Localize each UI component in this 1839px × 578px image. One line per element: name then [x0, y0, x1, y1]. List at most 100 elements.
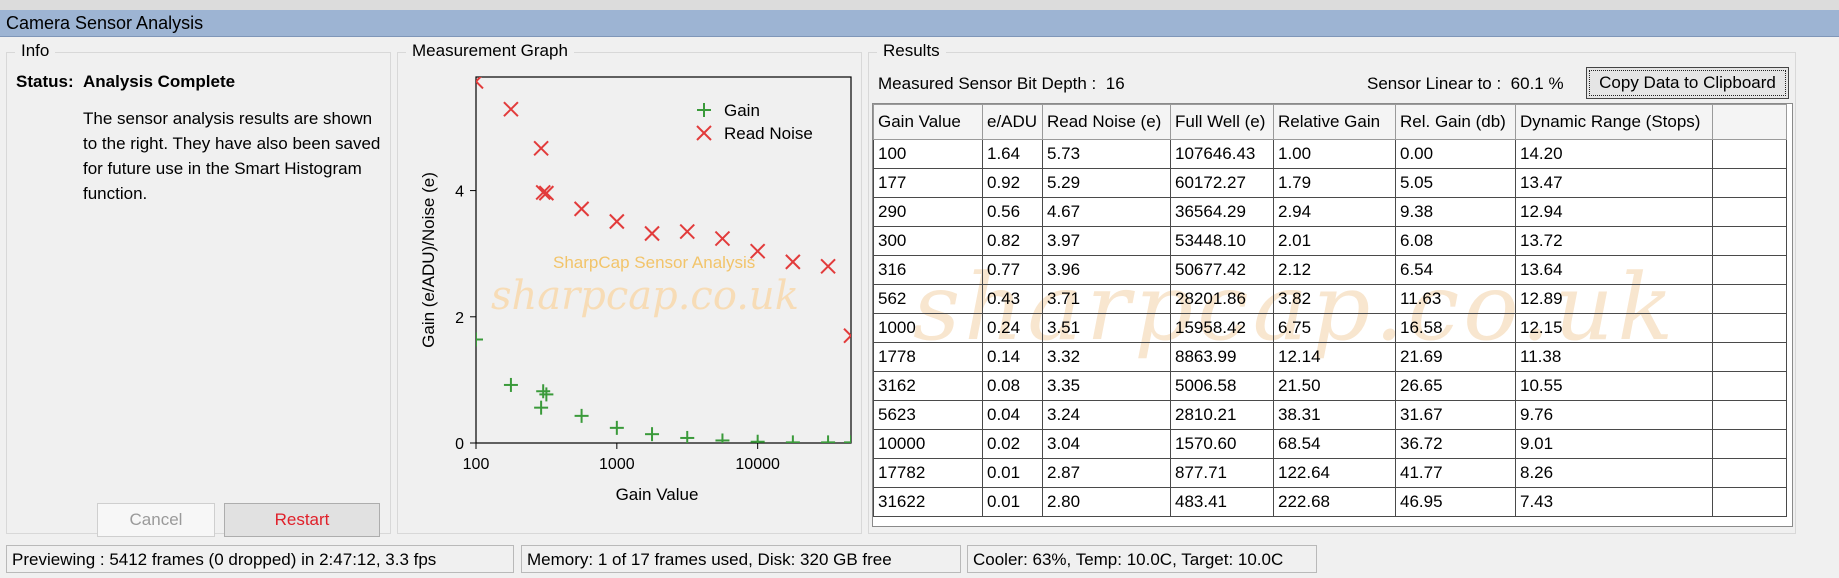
table-cell-filler [1712, 342, 1787, 372]
table-row[interactable]: 300 0.82 3.97 53448.10 2.01 6.08 13.72 [873, 226, 1787, 256]
table-cell: 0.92 [982, 168, 1043, 198]
title-bar: Camera Sensor Analysis [0, 10, 1839, 37]
table-cell: 1570.60 [1170, 429, 1274, 459]
gain-point [821, 435, 836, 443]
table-cell: 0.08 [982, 371, 1043, 401]
read-noise-point [533, 140, 549, 157]
table-cell: 10.55 [1515, 371, 1713, 401]
column-header[interactable]: Gain Value [873, 104, 983, 140]
table-row[interactable]: 31622 0.01 2.80 483.41 222.68 46.95 7.43 [873, 487, 1787, 517]
gain-point [750, 434, 765, 443]
table-cell: 0.01 [982, 487, 1043, 517]
table-cell: 11.38 [1515, 342, 1713, 372]
bit-depth-label: Measured Sensor Bit Depth : [878, 74, 1097, 93]
table-cell: 36564.29 [1170, 197, 1274, 227]
table-cell: 0.01 [982, 458, 1043, 488]
read-noise-point [679, 223, 695, 240]
table-cell: 3.71 [1042, 284, 1171, 314]
table-cell: 316 [873, 255, 983, 285]
results-group-title: Results [877, 41, 946, 61]
read-noise-point [644, 225, 660, 242]
results-table-container[interactable]: sharpcap.co.uk Gain Value e/ADU Read Noise… [872, 103, 1793, 527]
table-row[interactable]: 17782 0.01 2.87 877.71 122.64 41.77 8.26 [873, 458, 1787, 488]
table-cell: 177 [873, 168, 983, 198]
legend-label: Read Noise [724, 124, 813, 143]
table-cell: 1.79 [1273, 168, 1396, 198]
watermark-url: sharpcap.co.uk [491, 273, 799, 319]
column-header[interactable]: Rel. Gain (db) [1395, 104, 1516, 140]
table-cell: 0.04 [982, 400, 1043, 430]
table-cell: 50677.42 [1170, 255, 1274, 285]
table-cell: 21.50 [1273, 371, 1396, 401]
table-cell: 31622 [873, 487, 983, 517]
y-axis-label: Gain (e/ADU)/Noise (e) [419, 172, 438, 348]
table-cell: 15958.42 [1170, 313, 1274, 343]
table-cell-filler [1712, 284, 1787, 314]
table-cell: 68.54 [1273, 429, 1396, 459]
chart-legend: Gain Read Noise [696, 101, 813, 143]
table-cell-filler [1712, 226, 1787, 256]
chart-ticks: 100 1000 10000 0 2 4 [455, 184, 780, 473]
gain-point [645, 427, 660, 442]
table-row[interactable]: 316 0.77 3.96 50677.42 2.12 6.54 13.64 [873, 255, 1787, 285]
table-cell: 0.14 [982, 342, 1043, 372]
restart-button[interactable]: Restart [224, 503, 380, 537]
table-cell: 2.87 [1042, 458, 1171, 488]
copy-data-button[interactable]: Copy Data to Clipboard [1586, 67, 1789, 99]
table-cell: 5.05 [1395, 168, 1516, 198]
table-cell-filler [1712, 458, 1787, 488]
table-row[interactable]: 562 0.43 3.71 28201.86 3.82 11.63 12.89 [873, 284, 1787, 314]
table-cell: 21.69 [1395, 342, 1516, 372]
table-cell: 13.64 [1515, 255, 1713, 285]
column-header[interactable]: e/ADU [982, 104, 1043, 140]
cancel-button[interactable]: Cancel [97, 503, 215, 537]
table-cell: 0.56 [982, 197, 1043, 227]
table-cell: 41.77 [1395, 458, 1516, 488]
table-cell: 2.01 [1273, 226, 1396, 256]
x-tick-label: 1000 [599, 456, 635, 473]
table-cell: 12.94 [1515, 197, 1713, 227]
table-cell: 5.73 [1042, 139, 1171, 169]
column-header[interactable]: Relative Gain [1273, 104, 1396, 140]
table-cell: 0.43 [982, 284, 1043, 314]
table-cell: 6.54 [1395, 255, 1516, 285]
table-cell: 13.47 [1515, 168, 1713, 198]
column-header[interactable]: Dynamic Range (Stops) [1515, 104, 1713, 140]
table-cell: 12.15 [1515, 313, 1713, 343]
table-cell: 3162 [873, 371, 983, 401]
table-cell: 9.38 [1395, 197, 1516, 227]
table-row[interactable]: 100 1.64 5.73 107646.43 1.00 0.00 14.20 [873, 139, 1787, 169]
table-cell: 4.67 [1042, 197, 1171, 227]
column-header-filler [1712, 104, 1787, 140]
gain-point [844, 435, 851, 443]
copy-button-label: Copy Data to Clipboard [1599, 73, 1776, 92]
table-cell: 3.82 [1273, 284, 1396, 314]
table-row[interactable]: 5623 0.04 3.24 2810.21 38.31 31.67 9.76 [873, 400, 1787, 430]
table-cell-filler [1712, 168, 1787, 198]
read-noise-point [785, 254, 801, 270]
table-row[interactable]: 290 0.56 4.67 36564.29 2.94 9.38 12.94 [873, 197, 1787, 227]
table-cell: 3.32 [1042, 342, 1171, 372]
table-cell: 14.20 [1515, 139, 1713, 169]
table-row[interactable]: 1778 0.14 3.32 8863.99 12.14 21.69 11.38 [873, 342, 1787, 372]
table-cell: 2810.21 [1170, 400, 1274, 430]
copy-button-focus-ring [1589, 70, 1786, 96]
column-header[interactable]: Read Noise (e) [1042, 104, 1171, 140]
table-cell: 0.77 [982, 255, 1043, 285]
table-cell: 3.51 [1042, 313, 1171, 343]
graph-group: Measurement Graph [397, 41, 862, 534]
table-row[interactable]: 177 0.92 5.29 60172.27 1.79 5.05 13.47 [873, 168, 1787, 198]
read-noise-point [476, 77, 484, 90]
table-row[interactable]: 1000 0.24 3.51 15958.42 6.75 16.58 12.15 [873, 313, 1787, 343]
table-cell: 10000 [873, 429, 983, 459]
table-cell: 300 [873, 226, 983, 256]
table-cell-filler [1712, 487, 1787, 517]
status-value: Analysis Complete [83, 72, 236, 91]
table-cell: 2.80 [1042, 487, 1171, 517]
table-row[interactable]: 10000 0.02 3.04 1570.60 68.54 36.72 9.01 [873, 429, 1787, 459]
table-cell: 5.29 [1042, 168, 1171, 198]
read-noise-point [820, 258, 836, 275]
table-body: 100 1.64 5.73 107646.43 1.00 0.00 14.20 177 0.92… [873, 139, 1787, 517]
column-header[interactable]: Full Well (e) [1170, 104, 1274, 140]
table-row[interactable]: 3162 0.08 3.35 5006.58 21.50 26.65 10.55 [873, 371, 1787, 401]
